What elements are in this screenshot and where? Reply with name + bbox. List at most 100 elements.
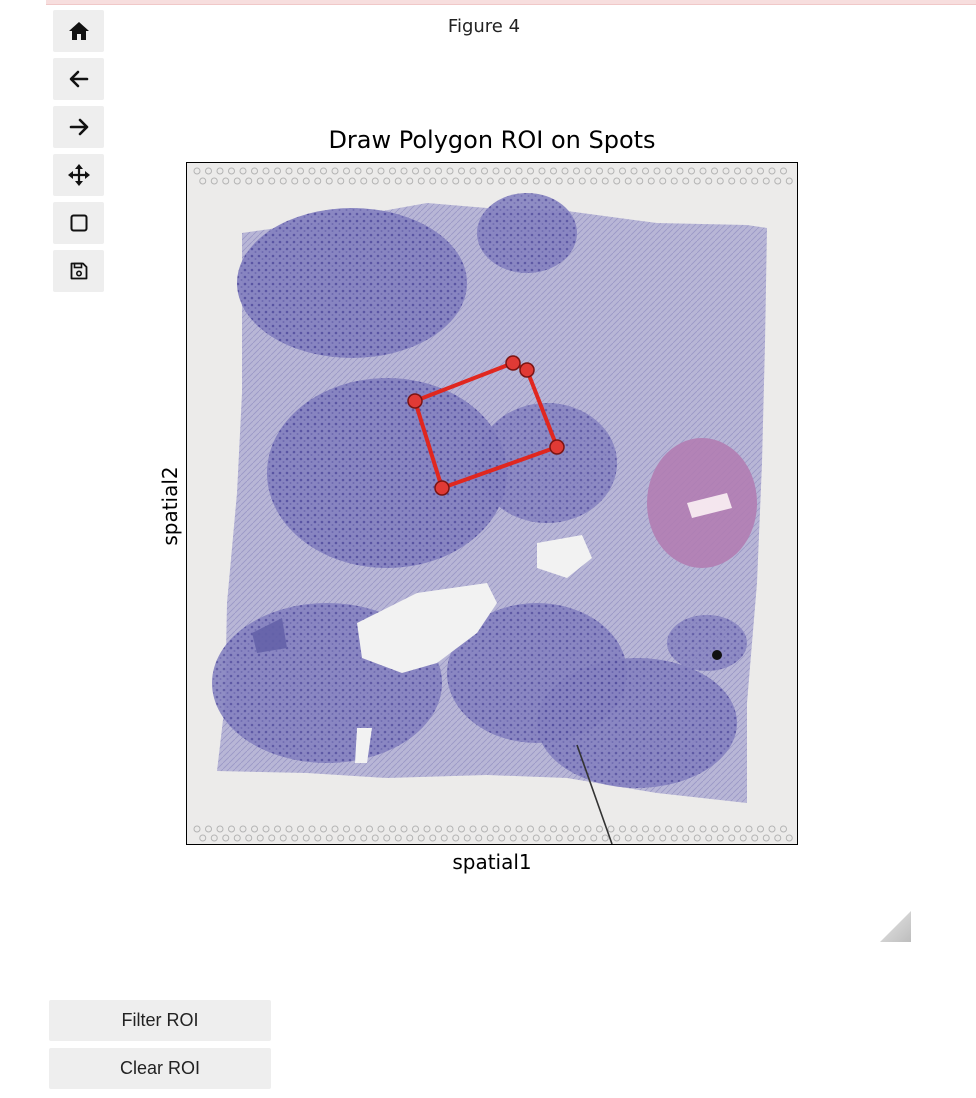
fiducial-dot [314,834,322,842]
fiducial-dot [601,177,609,185]
fiducial-dot [452,177,460,185]
fiducial-dot [780,167,787,175]
top-notification-strip [46,0,976,5]
fiducial-dot [216,167,224,175]
fiducial-dot [429,834,437,842]
fiducial-dot [653,825,661,833]
fiducial-dot [584,167,592,175]
fiducial-dot [251,167,258,175]
fiducial-dot [320,825,327,833]
fiducial-dot [682,834,690,842]
fiducial-dot [716,834,724,842]
figure-label: Figure 4 [447,16,521,37]
fiducial-dot [573,825,580,833]
fiducial-dot [665,167,672,175]
fiducial-dot [463,834,471,842]
fiducial-dot [412,167,419,175]
resize-handle-icon[interactable] [880,911,911,942]
fiducial-dot [757,167,764,175]
fiducial-dot [279,834,287,842]
plot-title: Draw Polygon ROI on Spots [328,126,656,154]
fiducial-dot [314,177,322,185]
fiducial-dot [285,167,293,175]
floppy-disk-icon [70,262,87,280]
fiducial-dot [205,825,212,833]
roi-vertex[interactable] [505,355,521,371]
forward-button[interactable] [53,106,104,148]
roi-vertex[interactable] [549,439,565,455]
move-icon [67,164,90,186]
fiducial-dot [590,177,598,185]
fiducial-dot [440,834,448,842]
fiducial-dot [256,834,264,842]
fiducial-dot [239,167,247,175]
fiducial-dot [613,834,621,842]
fiducial-dot [268,834,276,842]
fiducial-dot [555,177,563,185]
fiducial-dot [481,825,488,833]
save-figure-button[interactable] [53,250,104,292]
fiducial-dot [492,825,500,833]
fiducial-dot [774,177,782,185]
fiducial-dot [728,177,736,185]
clear-roi-button[interactable]: Clear ROI [49,1048,271,1089]
fiducial-dot [199,177,207,185]
fiducial-dot [228,825,235,833]
home-button[interactable] [53,10,104,52]
fiducial-dot [607,825,615,833]
fiducial-dot [193,825,201,833]
fiducial-dot [504,167,511,175]
fiducial-dot [360,834,368,842]
fiducial-dot [377,825,385,833]
fiducial-dot [550,825,557,833]
fiducial-dot [739,177,747,185]
fiducial-dot [584,825,592,833]
fiducial-dot [435,825,442,833]
fiducial-dot [780,825,787,833]
fiducial-dot [699,825,707,833]
filter-roi-button[interactable]: Filter ROI [49,1000,271,1041]
fiducial-dot [768,167,776,175]
roi-polygon[interactable] [407,355,565,496]
fiducial-dot [354,167,362,175]
fiducial-dot [527,167,534,175]
fiducial-dot [699,167,707,175]
fiducial-dot [193,167,201,175]
x-axis-label: spatial1 [452,850,532,874]
fiducial-dot [325,177,333,185]
fiducial-dot [233,177,241,185]
fiducial-dot [435,167,442,175]
fiducial-dot [728,834,736,842]
fiducial-dot [417,834,425,842]
fiducial-dot [653,167,661,175]
fiducial-dot [348,177,356,185]
fiducial-dot [210,177,218,185]
pan-button[interactable] [53,154,104,196]
fiducial-dot [647,177,655,185]
y-axis-label: spatial2 [158,466,182,546]
plot-axes[interactable] [186,162,798,845]
zoom-rect-button[interactable] [53,202,104,244]
roi-vertex[interactable] [407,393,423,409]
fiducial-dot [561,167,569,175]
fiducial-dot [693,177,701,185]
fiducial-dot [544,177,552,185]
fiducial-dot [504,825,511,833]
home-icon [68,22,89,40]
fiducial-dot [274,825,281,833]
fiducial-dot [619,167,626,175]
roi-vertex[interactable] [519,362,535,378]
roi-vertex[interactable] [434,480,450,496]
fiducial-dot [383,177,391,185]
fiducial-dot [734,167,741,175]
fiducial-dot [337,834,345,842]
back-button[interactable] [53,58,104,100]
fiducial-dot [573,167,580,175]
fiducial-dot [469,167,477,175]
fiducial-dot [624,177,632,185]
fiducial-dot [486,177,494,185]
fiducial-dot [366,167,373,175]
fiducial-dot [440,177,448,185]
fiducial-dot [452,834,460,842]
fiducial-dot [297,167,304,175]
